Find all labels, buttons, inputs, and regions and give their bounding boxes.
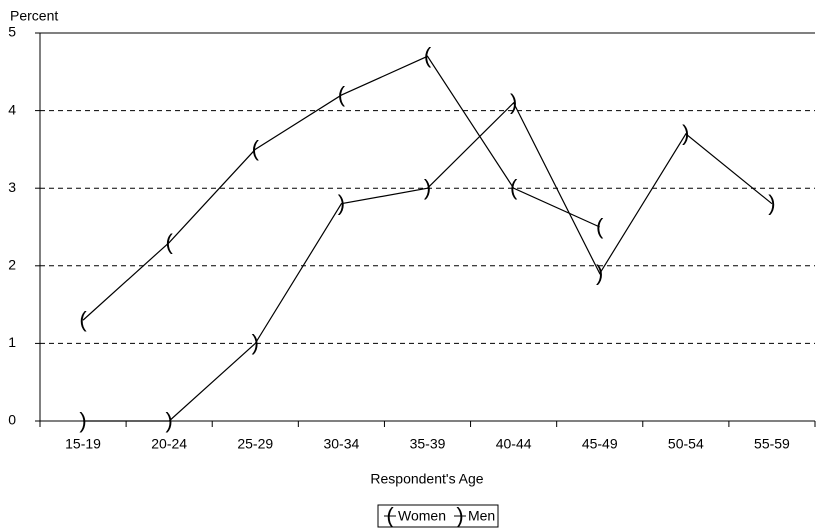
- series-line: [82, 55, 600, 321]
- series-line: [83, 101, 773, 422]
- x-tick-label: 55-59: [754, 436, 790, 452]
- y-tick-label: 5: [8, 24, 16, 40]
- legend-box: [377, 504, 499, 528]
- legend-marker: (: [386, 503, 394, 528]
- x-tick-label: 45-49: [582, 436, 618, 452]
- y-tick-label: 1: [8, 334, 16, 350]
- marker: ): [166, 408, 173, 433]
- marker: ): [682, 121, 689, 146]
- y-axis-title: Percent: [10, 8, 58, 24]
- x-tick-label: 20-24: [151, 436, 187, 452]
- y-tick-label: 4: [8, 101, 16, 117]
- legend-label: Women: [398, 508, 446, 524]
- x-tick-label: 15-19: [65, 436, 101, 452]
- legend-marker: ): [456, 503, 463, 528]
- marker: ): [510, 90, 517, 115]
- x-tick-label: 50-54: [668, 436, 704, 452]
- marker: (: [424, 43, 432, 68]
- marker: ): [252, 330, 259, 355]
- marker: ): [79, 408, 86, 433]
- x-tick-label: 35-39: [410, 436, 446, 452]
- x-axis-title: Respondent's Age: [370, 471, 483, 487]
- marker: (: [252, 136, 260, 161]
- marker: ): [424, 175, 431, 200]
- y-tick-label: 2: [8, 257, 16, 273]
- marker: ): [768, 191, 775, 216]
- x-tick-label: 30-34: [323, 436, 359, 452]
- x-tick-label: 25-29: [237, 436, 273, 452]
- legend: (Women) Men: [377, 503, 499, 528]
- marker: (: [596, 214, 604, 239]
- marker: ): [338, 191, 345, 216]
- x-tick-label: 40-44: [496, 436, 532, 452]
- marker: (: [79, 307, 87, 332]
- marker: (: [166, 229, 174, 254]
- marker: (: [510, 175, 518, 200]
- y-tick-label: 0: [8, 412, 16, 428]
- marker: (: [338, 82, 346, 107]
- legend-label: Men: [468, 508, 495, 524]
- y-tick-label: 3: [8, 179, 16, 195]
- marker: ): [596, 260, 603, 285]
